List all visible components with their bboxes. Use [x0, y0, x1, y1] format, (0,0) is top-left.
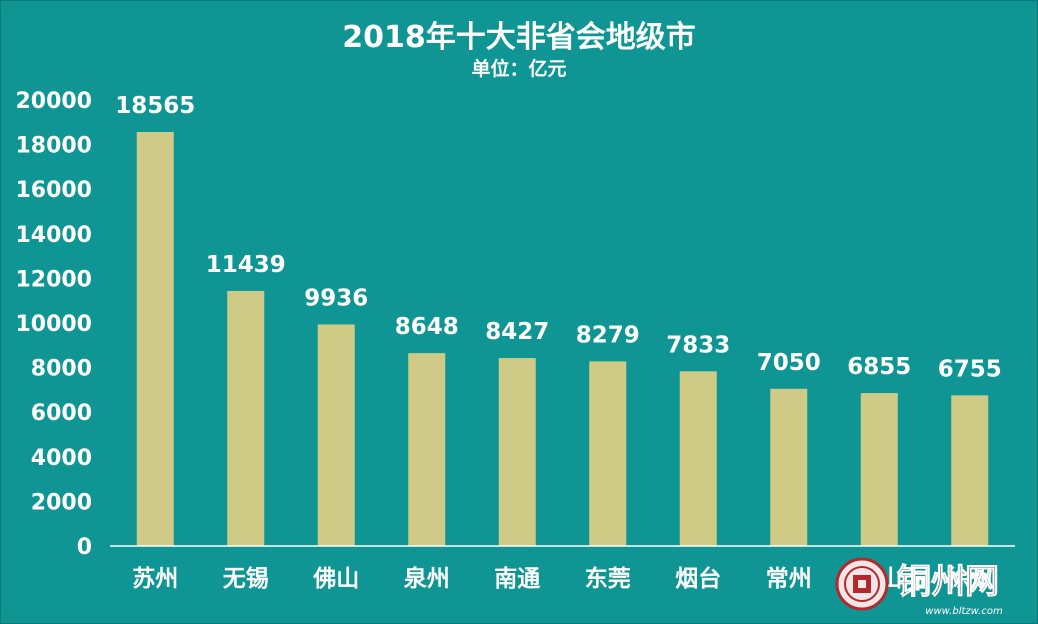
y-tick-label: 14000: [15, 223, 92, 248]
watermark: 铜州网 www.bltzw.com: [835, 557, 1003, 617]
data-label: 8279: [576, 322, 640, 348]
x-tick-label: 泉州: [404, 565, 450, 592]
data-label: 8648: [395, 314, 459, 340]
bar: [589, 361, 627, 546]
data-label: 8427: [485, 319, 549, 345]
y-tick-label: 0: [77, 535, 92, 560]
bar: [498, 358, 536, 546]
data-label: 6855: [847, 354, 911, 380]
watermark-logo-icon: [835, 557, 889, 611]
bar: [227, 290, 265, 546]
x-tick-label: 烟台: [675, 565, 721, 592]
data-label: 11439: [206, 252, 286, 278]
data-label: 6755: [938, 356, 1002, 382]
y-tick-label: 2000: [31, 490, 92, 515]
bar: [951, 395, 989, 546]
y-tick-label: 10000: [15, 312, 92, 337]
x-tick-label: 徐州: [946, 565, 993, 592]
bar: [770, 388, 808, 546]
data-label: 18565: [115, 93, 195, 119]
y-tick-label: 16000: [15, 178, 92, 203]
x-tick-label: 东莞: [585, 565, 631, 592]
watermark-url: www.bltzw.com: [925, 606, 1003, 617]
watermark-brand: 铜州网: [897, 562, 999, 602]
x-tick-label: 南通: [494, 566, 540, 592]
bar: [679, 371, 717, 546]
y-tick-label: 4000: [31, 446, 92, 471]
data-label: 7050: [757, 350, 821, 376]
bar: [317, 324, 355, 546]
y-axis: 0 2000 4000 6000 8000 10000 12000 14000 16000 180…: [15, 89, 92, 560]
x-tick-label: 苏州: [132, 566, 178, 592]
bar: [136, 132, 174, 547]
data-labels-group: 18565 11439 9936 8648 8427 8279 7833 7050 6855 67…: [115, 93, 1002, 382]
bar: [408, 353, 446, 546]
data-label: 7833: [666, 332, 730, 358]
y-tick-label: 20000: [15, 89, 92, 114]
x-axis: 苏州无锡佛山泉州南通东莞烟台常州唐山徐州: [132, 565, 993, 592]
chart-title: 2018年十大非省会地级市: [342, 20, 696, 55]
x-tick-label: 无锡: [223, 566, 269, 592]
bar: [860, 393, 898, 546]
y-tick-label: 8000: [31, 357, 92, 382]
chart-subtitle: 单位：亿元: [471, 57, 566, 80]
x-tick-label: 常州: [766, 566, 812, 592]
y-tick-label: 6000: [31, 401, 92, 426]
bars-group: [136, 132, 989, 547]
x-tick-label: 佛山: [312, 566, 359, 592]
y-tick-label: 12000: [15, 267, 92, 292]
y-tick-label: 18000: [15, 134, 92, 159]
data-label: 9936: [304, 285, 368, 311]
